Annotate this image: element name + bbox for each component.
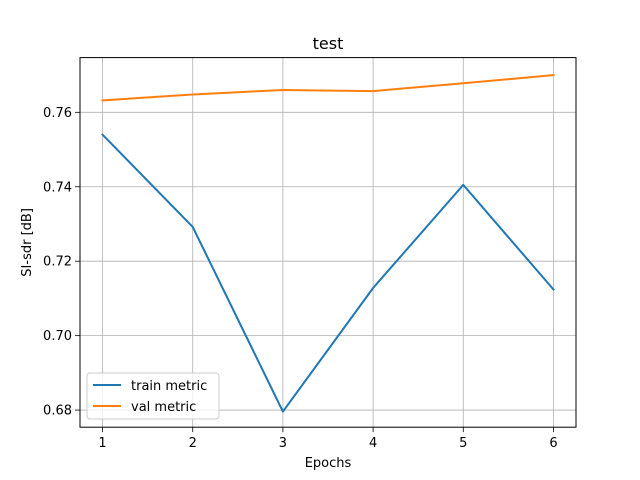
y-axis-label: SI-sdr [dB] (20, 208, 35, 277)
x-axis-ticks: 1 2 3 4 5 6 (98, 427, 558, 451)
grid-lines (80, 57, 576, 428)
x-axis-label: Epochs (305, 456, 352, 471)
y-tick-label: 0.72 (43, 255, 72, 270)
y-tick-label: 0.70 (43, 329, 72, 344)
series-line-val-metric (101, 74, 555, 102)
x-tick-label: 4 (369, 436, 377, 451)
y-tick-label: 0.76 (43, 106, 72, 121)
x-tick-label: 3 (279, 436, 287, 451)
axes-frame (79, 57, 577, 428)
legend-label-val-metric: val metric (131, 400, 196, 415)
chart-title: test (313, 34, 344, 53)
y-tick-label: 0.68 (43, 404, 72, 419)
series-line-train-metric (101, 133, 555, 413)
legend: train metric val metric (86, 372, 220, 420)
y-axis-ticks: 0.68 0.70 0.72 0.74 0.76 (43, 106, 80, 419)
x-tick-label: 5 (459, 436, 467, 451)
x-tick-label: 2 (189, 436, 197, 451)
x-tick-label: 1 (98, 436, 106, 451)
x-tick-label: 6 (549, 436, 557, 451)
series-lines (101, 74, 555, 413)
plot-area (80, 57, 576, 428)
legend-label-train-metric: train metric (131, 379, 207, 394)
y-tick-label: 0.74 (43, 180, 72, 195)
